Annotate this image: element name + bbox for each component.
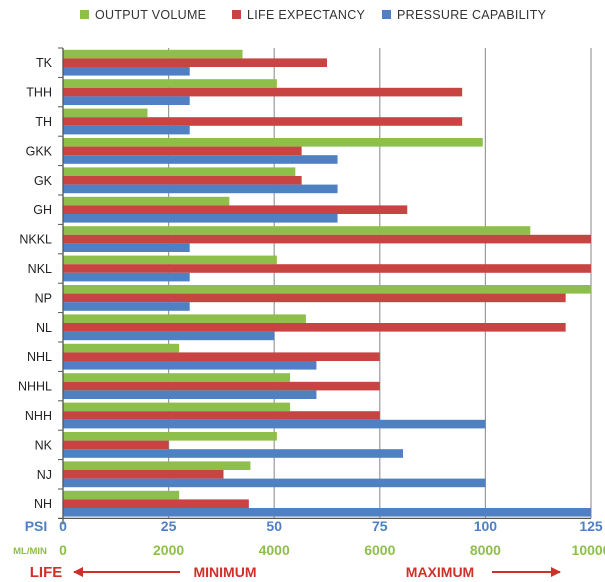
legend-swatch-output-volume (80, 10, 89, 19)
category-label-nkl: NKL (28, 262, 52, 276)
category-label-nh: NH (34, 497, 52, 511)
minimum-label: MINIMUM (194, 564, 257, 580)
category-label-np: NP (35, 291, 52, 305)
life-row: LIFE MINIMUM MAXIMUM (30, 564, 561, 581)
psi-tick-75: 75 (372, 518, 388, 534)
ml-min-axis: ML/MIN 0 2000 4000 6000 8000 10000 (13, 542, 605, 558)
bar-life-expectancy-gk (63, 176, 302, 185)
life-label: LIFE (30, 564, 63, 581)
category-label-thh: THH (26, 86, 52, 100)
psi-axis: PSI 0 25 50 75 100 125 (25, 518, 603, 534)
category-label-nk: NK (35, 438, 53, 452)
psi-axis-label: PSI (25, 518, 48, 534)
bar-output-volume-np (63, 285, 591, 294)
ml-min-tick-8000: 8000 (470, 542, 501, 558)
legend-label-pressure-capability: PRESSURE CAPABILITY (397, 8, 547, 22)
legend-swatch-pressure-capability (382, 10, 391, 19)
bar-output-volume-nkl (63, 255, 277, 265)
bar-life-expectancy-nh (63, 499, 249, 508)
category-labels: TK THH TH GKK GK GH NKKL NKL NP NL NHL NHHL NHH NK NJ N… (18, 56, 53, 511)
bar-pressure-capability-gh (63, 214, 338, 223)
bar-pressure-capability-gk (63, 184, 338, 194)
psi-tick-125: 125 (579, 518, 603, 534)
bar-life-expectancy-nhl (63, 352, 380, 361)
bar-output-volume-nhl (63, 343, 180, 353)
bar-life-expectancy-nkl (63, 264, 591, 273)
legend-label-output-volume: OUTPUT VOLUME (95, 8, 207, 22)
bar-life-expectancy-thh (63, 87, 463, 97)
bar-life-expectancy-nj (63, 470, 224, 479)
legend-swatch-life-expectancy (232, 10, 241, 19)
category-label-nj: NJ (37, 468, 52, 482)
bar-output-volume-nj (63, 461, 251, 470)
axis-lines (58, 47, 591, 525)
maximum-label: MAXIMUM (406, 564, 474, 580)
bar-life-expectancy-nkkl (63, 234, 591, 244)
bar-pressure-capability-tk (63, 67, 190, 76)
bar-pressure-capability-th (63, 125, 190, 135)
category-label-th: TH (35, 115, 52, 129)
ml-min-tick-10000: 10000 (572, 542, 605, 558)
bar-pressure-capability-nhh (63, 419, 486, 429)
bar-pressure-capability-nl (63, 331, 275, 341)
bar-life-expectancy-nhhl (63, 381, 380, 391)
bar-output-volume-tk (63, 49, 243, 59)
bar-life-expectancy-np (63, 293, 566, 303)
bar-output-volume-th (63, 108, 148, 118)
chart-legend: OUTPUT VOLUME LIFE EXPECTANCY PRESSURE C… (0, 6, 605, 28)
category-label-nl: NL (36, 321, 52, 335)
psi-tick-50: 50 (266, 518, 282, 534)
bar-output-volume-nhh (63, 402, 291, 412)
category-label-tk: TK (36, 56, 53, 70)
bar-output-volume-thh (63, 79, 277, 88)
ml-min-axis-label: ML/MIN (13, 546, 47, 557)
legend-label-life-expectancy: LIFE EXPECTANCY (247, 8, 366, 22)
bar-pressure-capability-nh (63, 508, 591, 517)
bar-life-expectancy-gh (63, 205, 408, 214)
bar-life-expectancy-gkk (63, 146, 302, 156)
category-label-nkkl: NKKL (19, 233, 52, 247)
bar-pressure-capability-nhl (63, 361, 317, 370)
legend-item-pressure-capability: PRESSURE CAPABILITY (382, 8, 546, 22)
category-label-nhhl: NHHL (18, 380, 52, 394)
bar-output-volume-nk (63, 432, 277, 441)
bar-pressure-capability-thh (63, 96, 190, 105)
ml-min-tick-0: 0 (59, 542, 67, 558)
ml-min-tick-2000: 2000 (153, 542, 184, 558)
bar-life-expectancy-th (63, 117, 463, 126)
legend-item-life-expectancy: LIFE EXPECTANCY (232, 8, 365, 22)
psi-tick-100: 100 (474, 518, 498, 534)
category-label-nhh: NHH (25, 409, 52, 423)
category-label-gkk: GKK (26, 144, 53, 158)
bar-output-volume-gh (63, 196, 230, 206)
bar-output-volume-nh (63, 490, 180, 500)
category-label-gh: GH (33, 203, 52, 217)
bar-pressure-capability-gkk (63, 155, 338, 164)
category-label-nhl: NHL (27, 350, 52, 364)
category-label-gk: GK (34, 174, 53, 188)
psi-tick-0: 0 (59, 518, 67, 534)
bar-life-expectancy-tk (63, 58, 327, 67)
bar-pressure-capability-nkl (63, 272, 190, 282)
bar-output-volume-gkk (63, 138, 483, 147)
bar-life-expectancy-nl (63, 323, 566, 332)
bar-output-volume-nkkl (63, 226, 531, 235)
bar-life-expectancy-nk (63, 440, 169, 450)
bar-output-volume-gk (63, 167, 296, 176)
bar-output-volume-nl (63, 314, 306, 323)
bar-pressure-capability-nkkl (63, 243, 190, 252)
bar-output-volume-nhhl (63, 373, 291, 382)
bars (63, 49, 591, 517)
bar-life-expectancy-nhh (63, 411, 380, 420)
psi-tick-25: 25 (161, 518, 177, 534)
ml-min-tick-4000: 4000 (259, 542, 290, 558)
bar-pressure-capability-np (63, 302, 190, 311)
legend-item-output-volume: OUTPUT VOLUME (80, 8, 206, 22)
ml-min-tick-6000: 6000 (364, 542, 395, 558)
bar-pressure-capability-nk (63, 449, 404, 458)
bar-pressure-capability-nhhl (63, 390, 317, 399)
bar-pressure-capability-nj (63, 478, 486, 488)
